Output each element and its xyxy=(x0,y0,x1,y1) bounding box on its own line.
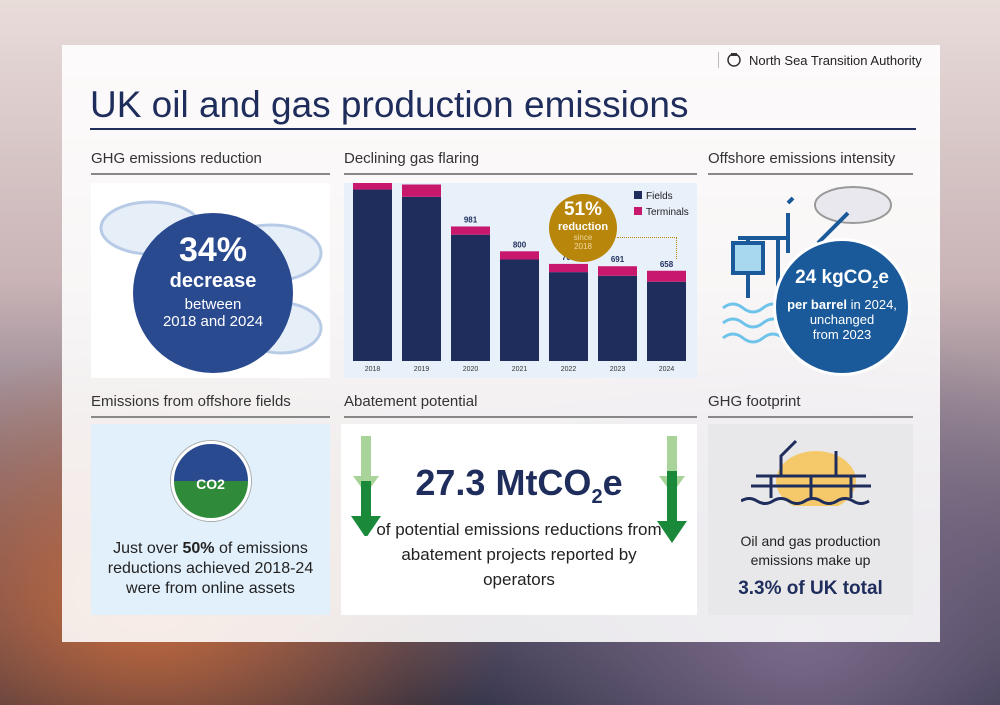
bar-value-label: 981 xyxy=(464,215,478,224)
bar-fields-2023 xyxy=(598,275,637,361)
heading-offshore: Emissions from offshore fields xyxy=(91,393,330,418)
platform-sunset-icon xyxy=(739,439,871,511)
x-tick-label: 2018 xyxy=(365,366,381,373)
title-rule xyxy=(90,128,916,130)
bar-value-label: 800 xyxy=(513,240,527,249)
heading-footprint: GHG footprint xyxy=(708,393,913,418)
bar-fields-2019 xyxy=(402,196,441,361)
offshore-text: Just over 50% of emissions reductions ac… xyxy=(107,540,314,597)
decrease-circle: 34% decrease between 2018 and 2024 xyxy=(133,213,293,373)
intensity-line2: unchanged xyxy=(809,311,875,327)
logo-text: North Sea Transition Authority xyxy=(749,52,922,68)
down-arrow-icon xyxy=(657,436,687,543)
bar-terminals-2018 xyxy=(353,175,392,190)
bar-terminals-2022 xyxy=(549,263,588,273)
legend-fields-label: Fields xyxy=(646,191,673,202)
x-tick-label: 2020 xyxy=(463,366,479,373)
offshore-platform-icon xyxy=(722,186,892,344)
legend-terminals: Terminals xyxy=(634,205,689,221)
flaring-chart: 1,35020181,28720199812020800202170820226… xyxy=(353,165,686,373)
heading-ghg-reduction: GHG emissions reduction xyxy=(91,150,330,175)
bar-terminals-2019 xyxy=(402,184,441,197)
heading-abatement: Abatement potential xyxy=(344,393,697,418)
ghg-reduction-panel: 34% decrease between 2018 and 2024 xyxy=(91,183,330,378)
legend-fields: Fields xyxy=(634,189,689,205)
page-title: UK oil and gas production emissions xyxy=(90,84,689,125)
abatement-panel: 27.3 MtCO2e of potential emissions reduc… xyxy=(341,424,697,615)
intensity-line1: per barrel in 2024, xyxy=(787,296,897,312)
bar-fields-2022 xyxy=(549,272,588,361)
bar-terminals-2024 xyxy=(647,270,686,282)
bar-fields-2024 xyxy=(647,281,686,361)
bar-terminals-2023 xyxy=(598,266,637,276)
footprint-panel: Oil and gas production emissions make up… xyxy=(708,424,913,615)
co2-recycle-icon: CO2 xyxy=(170,441,251,521)
bar-fields-2020 xyxy=(451,234,490,361)
reduction-badge: 51% reduction since 2018 xyxy=(549,194,617,262)
crest-icon xyxy=(727,53,741,67)
footprint-line1: Oil and gas production xyxy=(740,533,881,549)
badge-since: since xyxy=(573,233,593,242)
legend-terminals-label: Terminals xyxy=(646,207,689,218)
bar-terminals-2021 xyxy=(500,251,539,260)
abatement-value: 27.3 MtCO2e xyxy=(415,462,623,509)
gas-flaring-panel: 1,35020181,28720199812020800202170820226… xyxy=(344,165,697,378)
intensity-value: 24 kgCO2e xyxy=(795,267,889,291)
x-tick-label: 2022 xyxy=(561,366,577,373)
bar-value-label: 658 xyxy=(660,260,674,269)
footprint-line2: emissions make up xyxy=(750,552,871,568)
badge-year: 2018 xyxy=(574,242,592,251)
bar-value-label: 691 xyxy=(611,255,625,264)
heading-gas-flaring: Declining gas flaring xyxy=(344,150,697,175)
badge-percent: 51% xyxy=(563,199,603,220)
intensity-line3: from 2023 xyxy=(812,326,872,342)
years-text: 2018 and 2024 xyxy=(162,313,264,330)
bar-terminals-2020 xyxy=(451,226,490,235)
abatement-text: of potential emissions reductions from a… xyxy=(376,520,662,590)
heading-intensity: Offshore emissions intensity xyxy=(708,150,913,175)
x-tick-label: 2023 xyxy=(610,366,626,373)
x-tick-label: 2024 xyxy=(659,366,675,373)
offshore-panel: CO2 Just over 50% of emissions reduction… xyxy=(91,424,330,615)
badge-connector xyxy=(617,237,677,259)
intensity-circle: 24 kgCO2e per barrel in 2024, unchanged … xyxy=(773,238,911,376)
down-arrow-icon xyxy=(351,436,381,536)
bar-fields-2021 xyxy=(500,259,539,361)
decrease-percent: 34% xyxy=(178,231,248,269)
badge-word: reduction xyxy=(557,221,609,233)
footprint-total: 3.3% of UK total xyxy=(738,578,883,599)
bar-fields-2018 xyxy=(353,189,392,361)
x-tick-label: 2021 xyxy=(512,366,528,373)
x-tick-label: 2019 xyxy=(414,366,430,373)
nsta-logo: North Sea Transition Authority xyxy=(718,52,922,68)
intensity-panel: 24 kgCO2e per barrel in 2024, unchanged … xyxy=(708,183,913,378)
decrease-word: decrease xyxy=(169,270,257,292)
between-text: between xyxy=(184,296,242,313)
chart-legend: Fields Terminals xyxy=(634,189,689,221)
